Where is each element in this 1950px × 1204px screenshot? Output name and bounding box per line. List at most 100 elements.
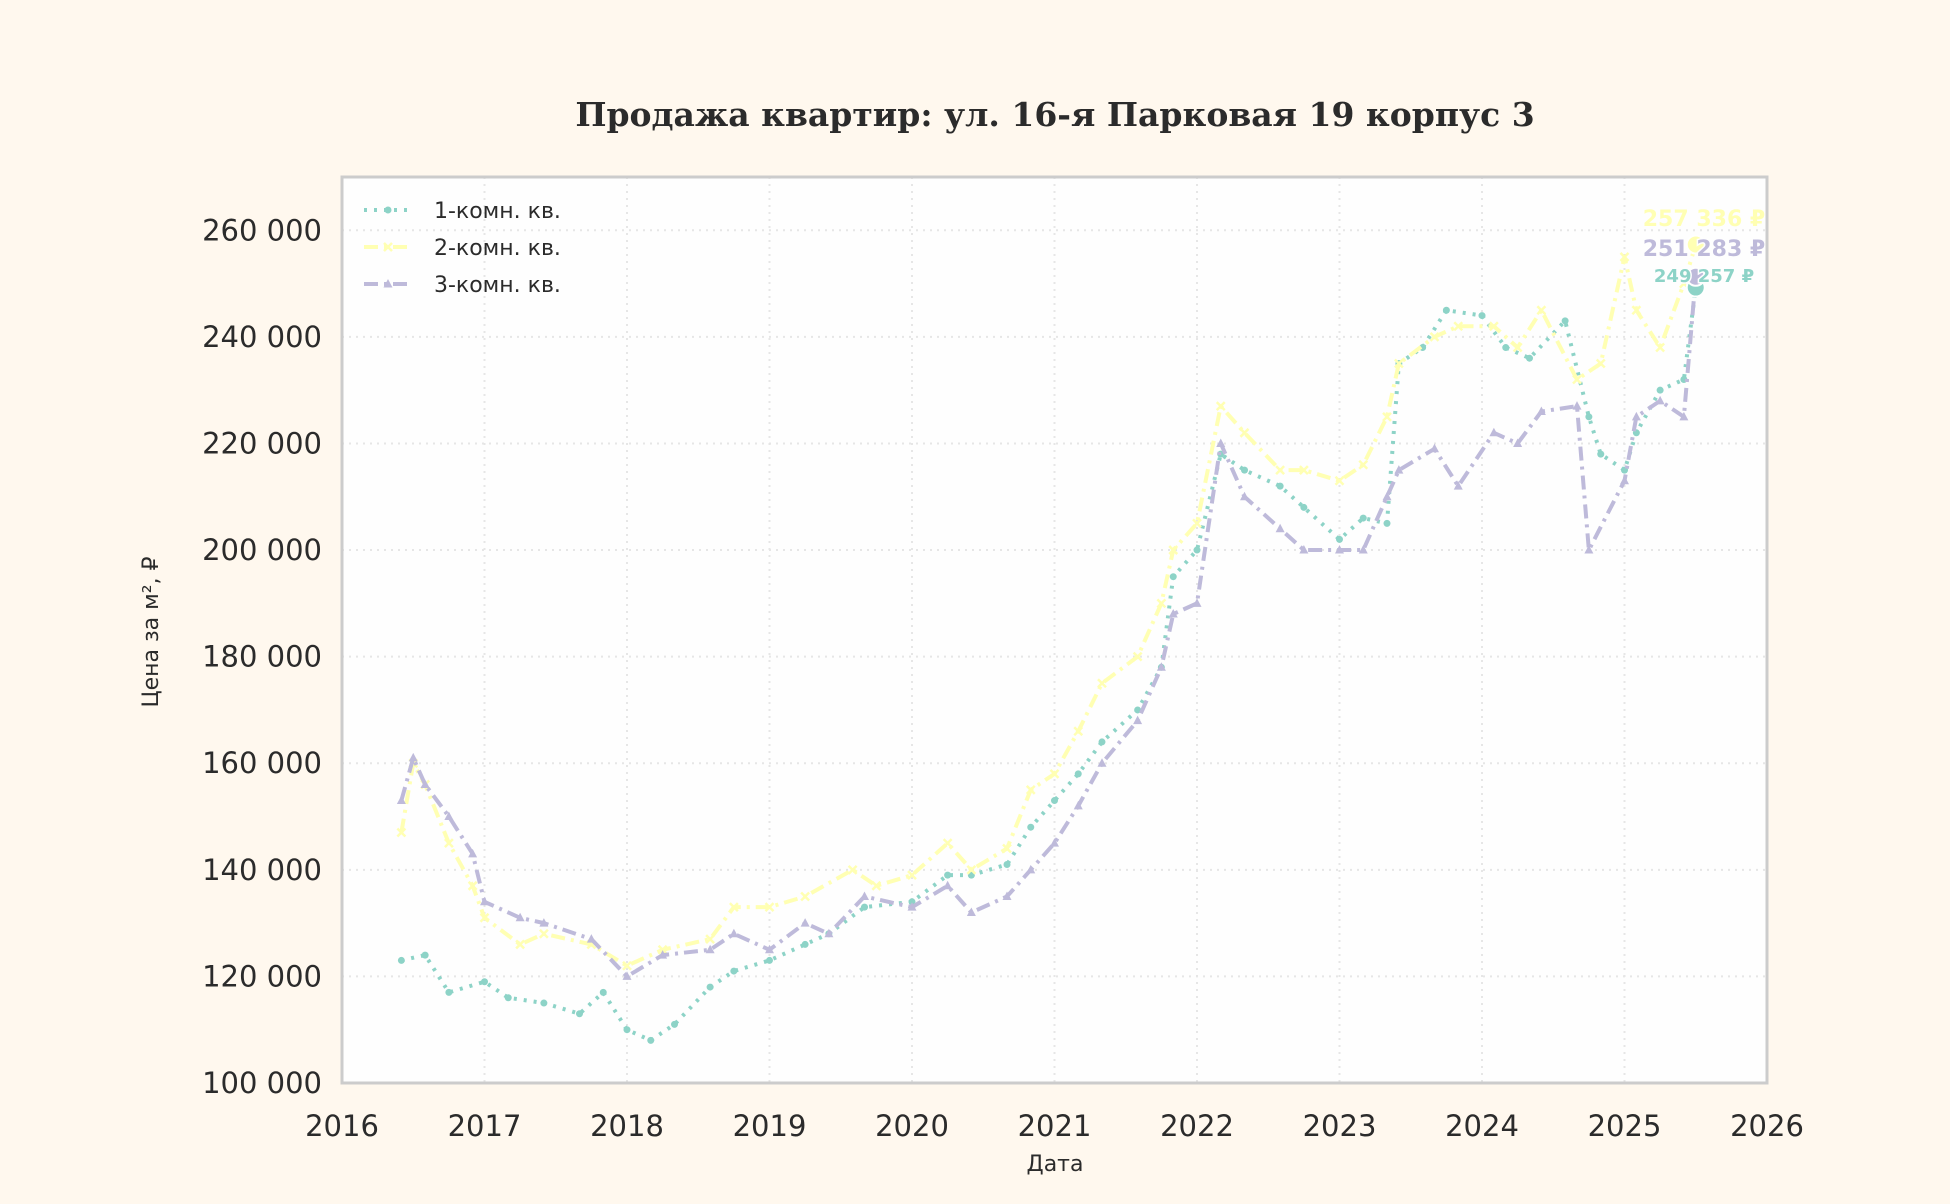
- data-point: [538, 928, 549, 939]
- data-point: [730, 967, 738, 975]
- data-point: [1051, 797, 1058, 805]
- data-point: [967, 871, 975, 879]
- data-point: [1098, 738, 1106, 746]
- legend-label: 3-комн. кв.: [434, 273, 561, 298]
- data-point: [765, 944, 774, 954]
- y-tick-label: 260 000: [202, 213, 322, 247]
- data-point: [1442, 306, 1450, 314]
- chart-title: Продажа квартир: ул. 16-я Парковая 19 ко…: [575, 95, 1534, 134]
- y-tick-label: 120 000: [202, 959, 322, 993]
- data-point: [1359, 514, 1367, 522]
- data-point: [586, 934, 596, 943]
- data-point: [540, 999, 548, 1007]
- y-tick-label: 180 000: [202, 640, 322, 674]
- data-point: [445, 988, 453, 996]
- last-point-marker: [1685, 266, 1706, 287]
- data-point: [1192, 518, 1202, 529]
- data-point: [467, 880, 478, 891]
- data-point: [706, 983, 714, 991]
- data-point: [1134, 706, 1142, 714]
- data-point: [729, 928, 739, 938]
- data-point: [1393, 358, 1404, 369]
- data-point: [1240, 491, 1249, 501]
- data-point: [443, 838, 454, 849]
- data-point: [1275, 523, 1285, 533]
- y-tick-label: 240 000: [202, 320, 322, 354]
- data-point: [1502, 344, 1510, 352]
- data-point: [1656, 386, 1664, 394]
- last-value-label: 249 257 ₽: [1654, 266, 1754, 287]
- data-point: [1215, 401, 1226, 412]
- legend-marker: [384, 206, 392, 214]
- data-point: [539, 918, 549, 927]
- series-line: [400, 287, 1698, 1043]
- data-point: [647, 1036, 655, 1044]
- data-point: [1073, 726, 1084, 737]
- data-point: [1025, 784, 1036, 795]
- data-point: [1241, 466, 1248, 474]
- data-point: [1513, 438, 1523, 447]
- data-point: [705, 944, 715, 954]
- data-point: [623, 1026, 631, 1034]
- data-point: [515, 912, 525, 922]
- data-point: [1536, 305, 1547, 316]
- last-point-marker: [1685, 234, 1706, 255]
- y-axis-label: Цена за м², ₽: [139, 556, 164, 707]
- data-point: [800, 918, 810, 927]
- y-tick-label: 200 000: [202, 533, 322, 567]
- y-tick-label: 140 000: [202, 853, 322, 887]
- data-point: [1572, 401, 1582, 410]
- data-point: [861, 903, 868, 911]
- data-point: [944, 871, 952, 879]
- data-point: [1133, 715, 1143, 725]
- data-point: [1049, 769, 1060, 779]
- data-point: [1336, 535, 1343, 543]
- data-point: [1561, 317, 1569, 325]
- data-point: [800, 891, 811, 902]
- data-point: [1584, 545, 1594, 554]
- data-point: [1489, 427, 1499, 437]
- data-point: [966, 907, 976, 916]
- data-point: [1394, 465, 1404, 474]
- data-point: [622, 960, 632, 971]
- data-point: [1156, 662, 1166, 671]
- data-point: [1074, 770, 1082, 778]
- data-point: [444, 811, 454, 821]
- data-point: [1631, 305, 1642, 316]
- endpoints: [1685, 234, 1706, 298]
- data-point: [1429, 331, 1440, 342]
- x-axis: 2016 2017 2018 2019 2020 2021 2022 2023 2024 2025…: [305, 1109, 1804, 1143]
- y-tick-label: 100 000: [202, 1066, 322, 1100]
- data-point: [1655, 342, 1666, 353]
- data-point: [1679, 411, 1689, 421]
- x-tick-label: 2016: [305, 1109, 379, 1143]
- data-point: [479, 912, 490, 923]
- data-point: [907, 870, 917, 881]
- data-point: [824, 928, 834, 938]
- data-point: [1299, 545, 1309, 554]
- data-point: [1655, 395, 1665, 405]
- data-point: [1512, 342, 1523, 353]
- data-point: [1334, 475, 1345, 486]
- data-point: [1526, 354, 1533, 362]
- legend-label: 1-комн. кв.: [434, 199, 561, 224]
- x-tick-label: 2021: [1018, 1109, 1092, 1143]
- x-tick-label: 2024: [1445, 1109, 1519, 1143]
- data-point: [420, 779, 430, 789]
- legend: 1-комн. кв. 2-комн. кв. 3-комн. кв.: [364, 199, 561, 298]
- legend-label: 2-комн. кв.: [434, 236, 561, 261]
- data-point: [1239, 427, 1250, 438]
- x-tick-label: 2022: [1160, 1109, 1234, 1143]
- x-tick-label: 2023: [1303, 1109, 1377, 1143]
- data-point: [801, 940, 809, 948]
- data-point: [942, 838, 953, 849]
- data-point: [1478, 312, 1486, 320]
- data-point: [1168, 545, 1179, 555]
- data-point: [1002, 843, 1012, 854]
- series-layer: [396, 239, 1701, 1044]
- legend-marker: [383, 242, 393, 252]
- data-point: [671, 1020, 678, 1028]
- data-point: [515, 939, 526, 950]
- data-point: [622, 971, 632, 980]
